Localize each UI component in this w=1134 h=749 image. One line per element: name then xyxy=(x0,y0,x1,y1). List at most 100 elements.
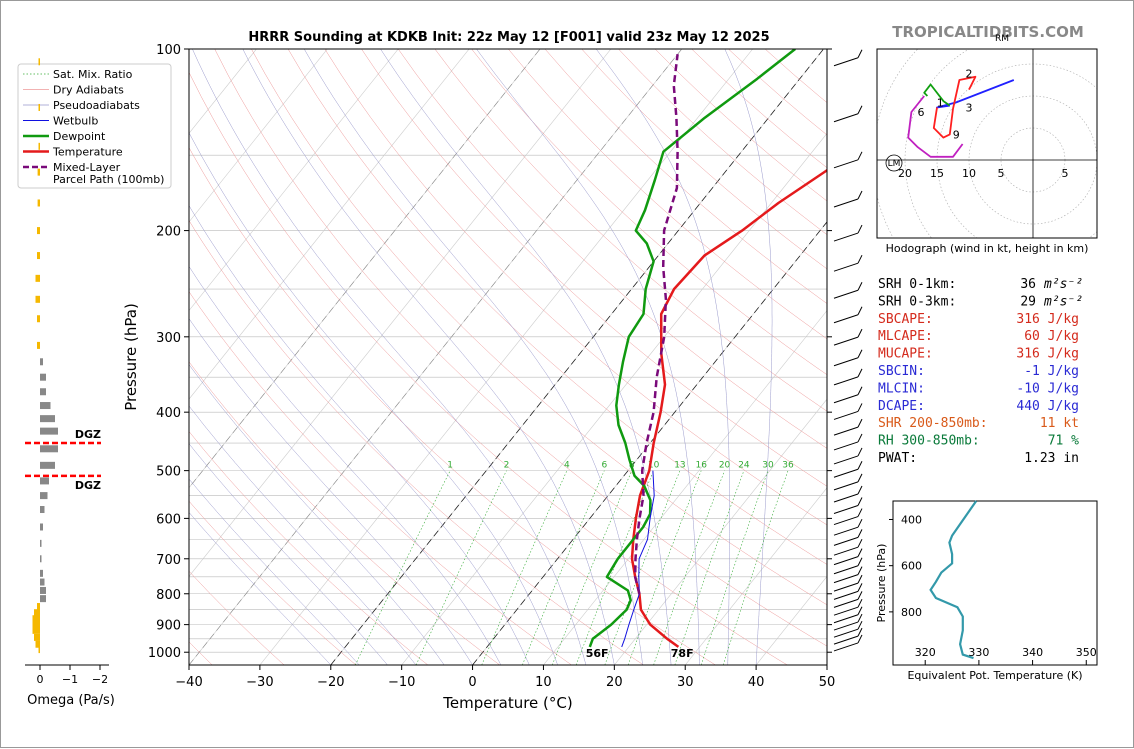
wind-barb xyxy=(834,290,858,298)
stat-label: SHR 200-850mb: xyxy=(878,416,988,431)
stat-value: 316 J/kg xyxy=(1016,347,1079,362)
omega-bar xyxy=(39,143,41,150)
legend-label: Temperature xyxy=(52,146,123,159)
wind-barb xyxy=(834,622,858,630)
wind-barb-flag xyxy=(858,448,862,456)
omega-bar xyxy=(37,342,40,349)
wind-barb xyxy=(834,591,858,599)
stat-value: 60 J/kg xyxy=(1024,329,1079,344)
skewt-plot-frame xyxy=(189,49,827,665)
wind-barb xyxy=(834,395,858,403)
mixing-ratio-label: 4 xyxy=(564,461,570,471)
omega-bar xyxy=(38,169,40,176)
omega-bar xyxy=(40,402,51,409)
legend-label: Dewpoint xyxy=(53,130,106,143)
isotherm-line xyxy=(331,49,824,665)
x-tick-label: 30 xyxy=(677,675,694,690)
wind-barb-flag xyxy=(858,350,862,358)
mixing-ratio-line xyxy=(355,471,450,665)
mixing-ratio-label: 20 xyxy=(719,461,731,471)
legend-label: Parcel Path (100mb) xyxy=(53,173,164,186)
omega-bar xyxy=(33,627,41,634)
right-mover-label: RM xyxy=(995,34,1009,44)
x-tick-label: −10 xyxy=(388,675,415,690)
omega-bar xyxy=(40,358,43,365)
wind-barb-flag xyxy=(858,583,862,591)
wind-barb-flag xyxy=(858,474,862,482)
omega-bar xyxy=(34,634,40,641)
wind-barb-flag xyxy=(858,403,862,411)
wind-barb-flag xyxy=(858,419,862,427)
mixing-ratio-line xyxy=(701,471,768,665)
omega-bar xyxy=(40,462,55,469)
hodograph-ring-label: 10 xyxy=(962,167,976,180)
x-tick-label: 10 xyxy=(535,675,552,690)
wind-barb xyxy=(834,315,858,323)
mixing-ratio-label: 2 xyxy=(504,461,510,471)
wind-barb-flag xyxy=(858,191,862,199)
y-tick-label: 900 xyxy=(156,619,181,634)
theta-e-x-tick-label: 320 xyxy=(915,646,936,659)
isotherm-line xyxy=(118,49,611,665)
omega-bar xyxy=(40,477,49,484)
wind-barb xyxy=(834,629,858,637)
wind-barb-flag xyxy=(858,621,862,629)
pseudo-adiabat xyxy=(243,49,615,665)
y-tick-label: 1000 xyxy=(148,646,181,661)
y-tick-label: 300 xyxy=(156,331,181,346)
omega-bar xyxy=(40,570,43,577)
y-tick-label: 200 xyxy=(156,225,181,240)
hodograph-frame xyxy=(877,49,1097,238)
omega-bar xyxy=(39,58,41,65)
x-tick-label: −40 xyxy=(175,675,202,690)
omega-bar xyxy=(40,445,58,452)
wind-barb xyxy=(834,615,858,623)
mixing-ratio-label: 24 xyxy=(738,461,750,471)
wind-barb xyxy=(834,494,858,502)
wind-barb-flag xyxy=(858,387,862,395)
omega-bar xyxy=(40,540,42,547)
theta-e-y-tick-label: 600 xyxy=(901,560,922,573)
y-tick-label: 700 xyxy=(156,553,181,568)
y-axis-label: Pressure (hPa) xyxy=(122,303,140,411)
wind-barb xyxy=(834,442,858,450)
theta-e-x-tick-label: 330 xyxy=(968,646,989,659)
wind-barb-flag xyxy=(858,575,862,583)
hodograph-ring-label: 15 xyxy=(930,167,944,180)
wind-barb-flag xyxy=(858,498,862,506)
stat-value: 11 kt xyxy=(1040,416,1079,431)
y-tick-label: 800 xyxy=(156,588,181,603)
theta-e-frame xyxy=(893,501,1097,665)
theta-e-x-axis-label: Equivalent Pot. Temperature (K) xyxy=(907,669,1082,682)
stat-value: 1.23 in xyxy=(1024,451,1079,466)
pseudo-adiabat xyxy=(725,49,772,665)
x-axis-label: Temperature (°C) xyxy=(442,694,572,712)
pseudo-adiabat xyxy=(150,49,557,665)
wind-barb xyxy=(834,643,858,651)
surface-temp-label: 56F xyxy=(586,647,609,660)
legend-label: Pseudoadiabats xyxy=(53,99,140,112)
wind-barb-flag xyxy=(858,628,862,636)
wind-barb xyxy=(834,263,858,271)
theta-e-x-tick-label: 340 xyxy=(1022,646,1043,659)
wind-barb xyxy=(834,566,858,574)
left-mover-label: LM xyxy=(888,159,901,169)
legend-label: Dry Adiabats xyxy=(53,84,124,97)
stat-value: 71 % xyxy=(1048,434,1079,449)
x-tick-label: 40 xyxy=(748,675,765,690)
wind-barb xyxy=(834,160,858,168)
hodograph-height-label: 1 xyxy=(937,96,944,109)
dry-adiabat xyxy=(141,49,715,665)
wind-barb-flag xyxy=(858,50,862,58)
pseudo-adiabat xyxy=(115,49,530,665)
stat-value: -10 J/kg xyxy=(1016,381,1079,396)
mixing-ratio-label: 13 xyxy=(674,461,685,471)
stat-value: -1 J/kg xyxy=(1024,364,1079,379)
theta-e-y-axis-label: Pressure (hPa) xyxy=(875,544,888,623)
dgz-bottom-label: DGZ xyxy=(75,479,101,492)
pseudo-adiabat xyxy=(192,49,586,665)
